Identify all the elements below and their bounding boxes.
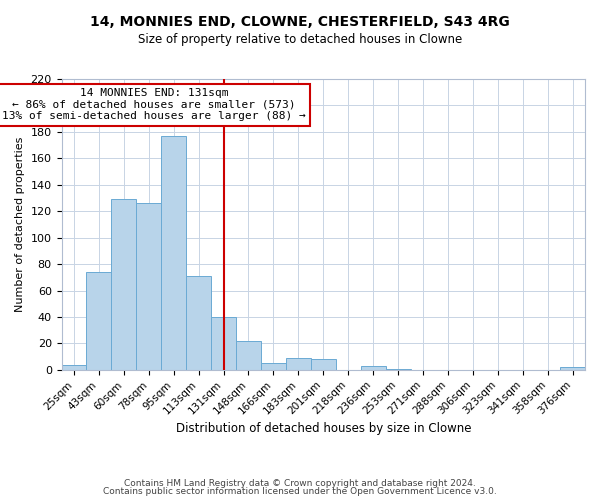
Text: Contains public sector information licensed under the Open Government Licence v3: Contains public sector information licen… bbox=[103, 487, 497, 496]
X-axis label: Distribution of detached houses by size in Clowne: Distribution of detached houses by size … bbox=[176, 422, 471, 435]
Bar bbox=[62, 364, 86, 370]
Bar bbox=[211, 317, 236, 370]
Text: Size of property relative to detached houses in Clowne: Size of property relative to detached ho… bbox=[138, 32, 462, 46]
Bar bbox=[236, 341, 261, 370]
Bar bbox=[386, 368, 410, 370]
Bar bbox=[86, 272, 112, 370]
Bar bbox=[261, 364, 286, 370]
Bar bbox=[560, 367, 585, 370]
Bar bbox=[161, 136, 186, 370]
Y-axis label: Number of detached properties: Number of detached properties bbox=[15, 136, 25, 312]
Bar bbox=[311, 360, 336, 370]
Bar bbox=[286, 358, 311, 370]
Text: 14, MONNIES END, CLOWNE, CHESTERFIELD, S43 4RG: 14, MONNIES END, CLOWNE, CHESTERFIELD, S… bbox=[90, 15, 510, 29]
Bar bbox=[361, 366, 386, 370]
Bar bbox=[186, 276, 211, 370]
Bar bbox=[112, 200, 136, 370]
Text: Contains HM Land Registry data © Crown copyright and database right 2024.: Contains HM Land Registry data © Crown c… bbox=[124, 478, 476, 488]
Bar bbox=[136, 204, 161, 370]
Text: 14 MONNIES END: 131sqm
← 86% of detached houses are smaller (573)
13% of semi-de: 14 MONNIES END: 131sqm ← 86% of detached… bbox=[2, 88, 305, 122]
